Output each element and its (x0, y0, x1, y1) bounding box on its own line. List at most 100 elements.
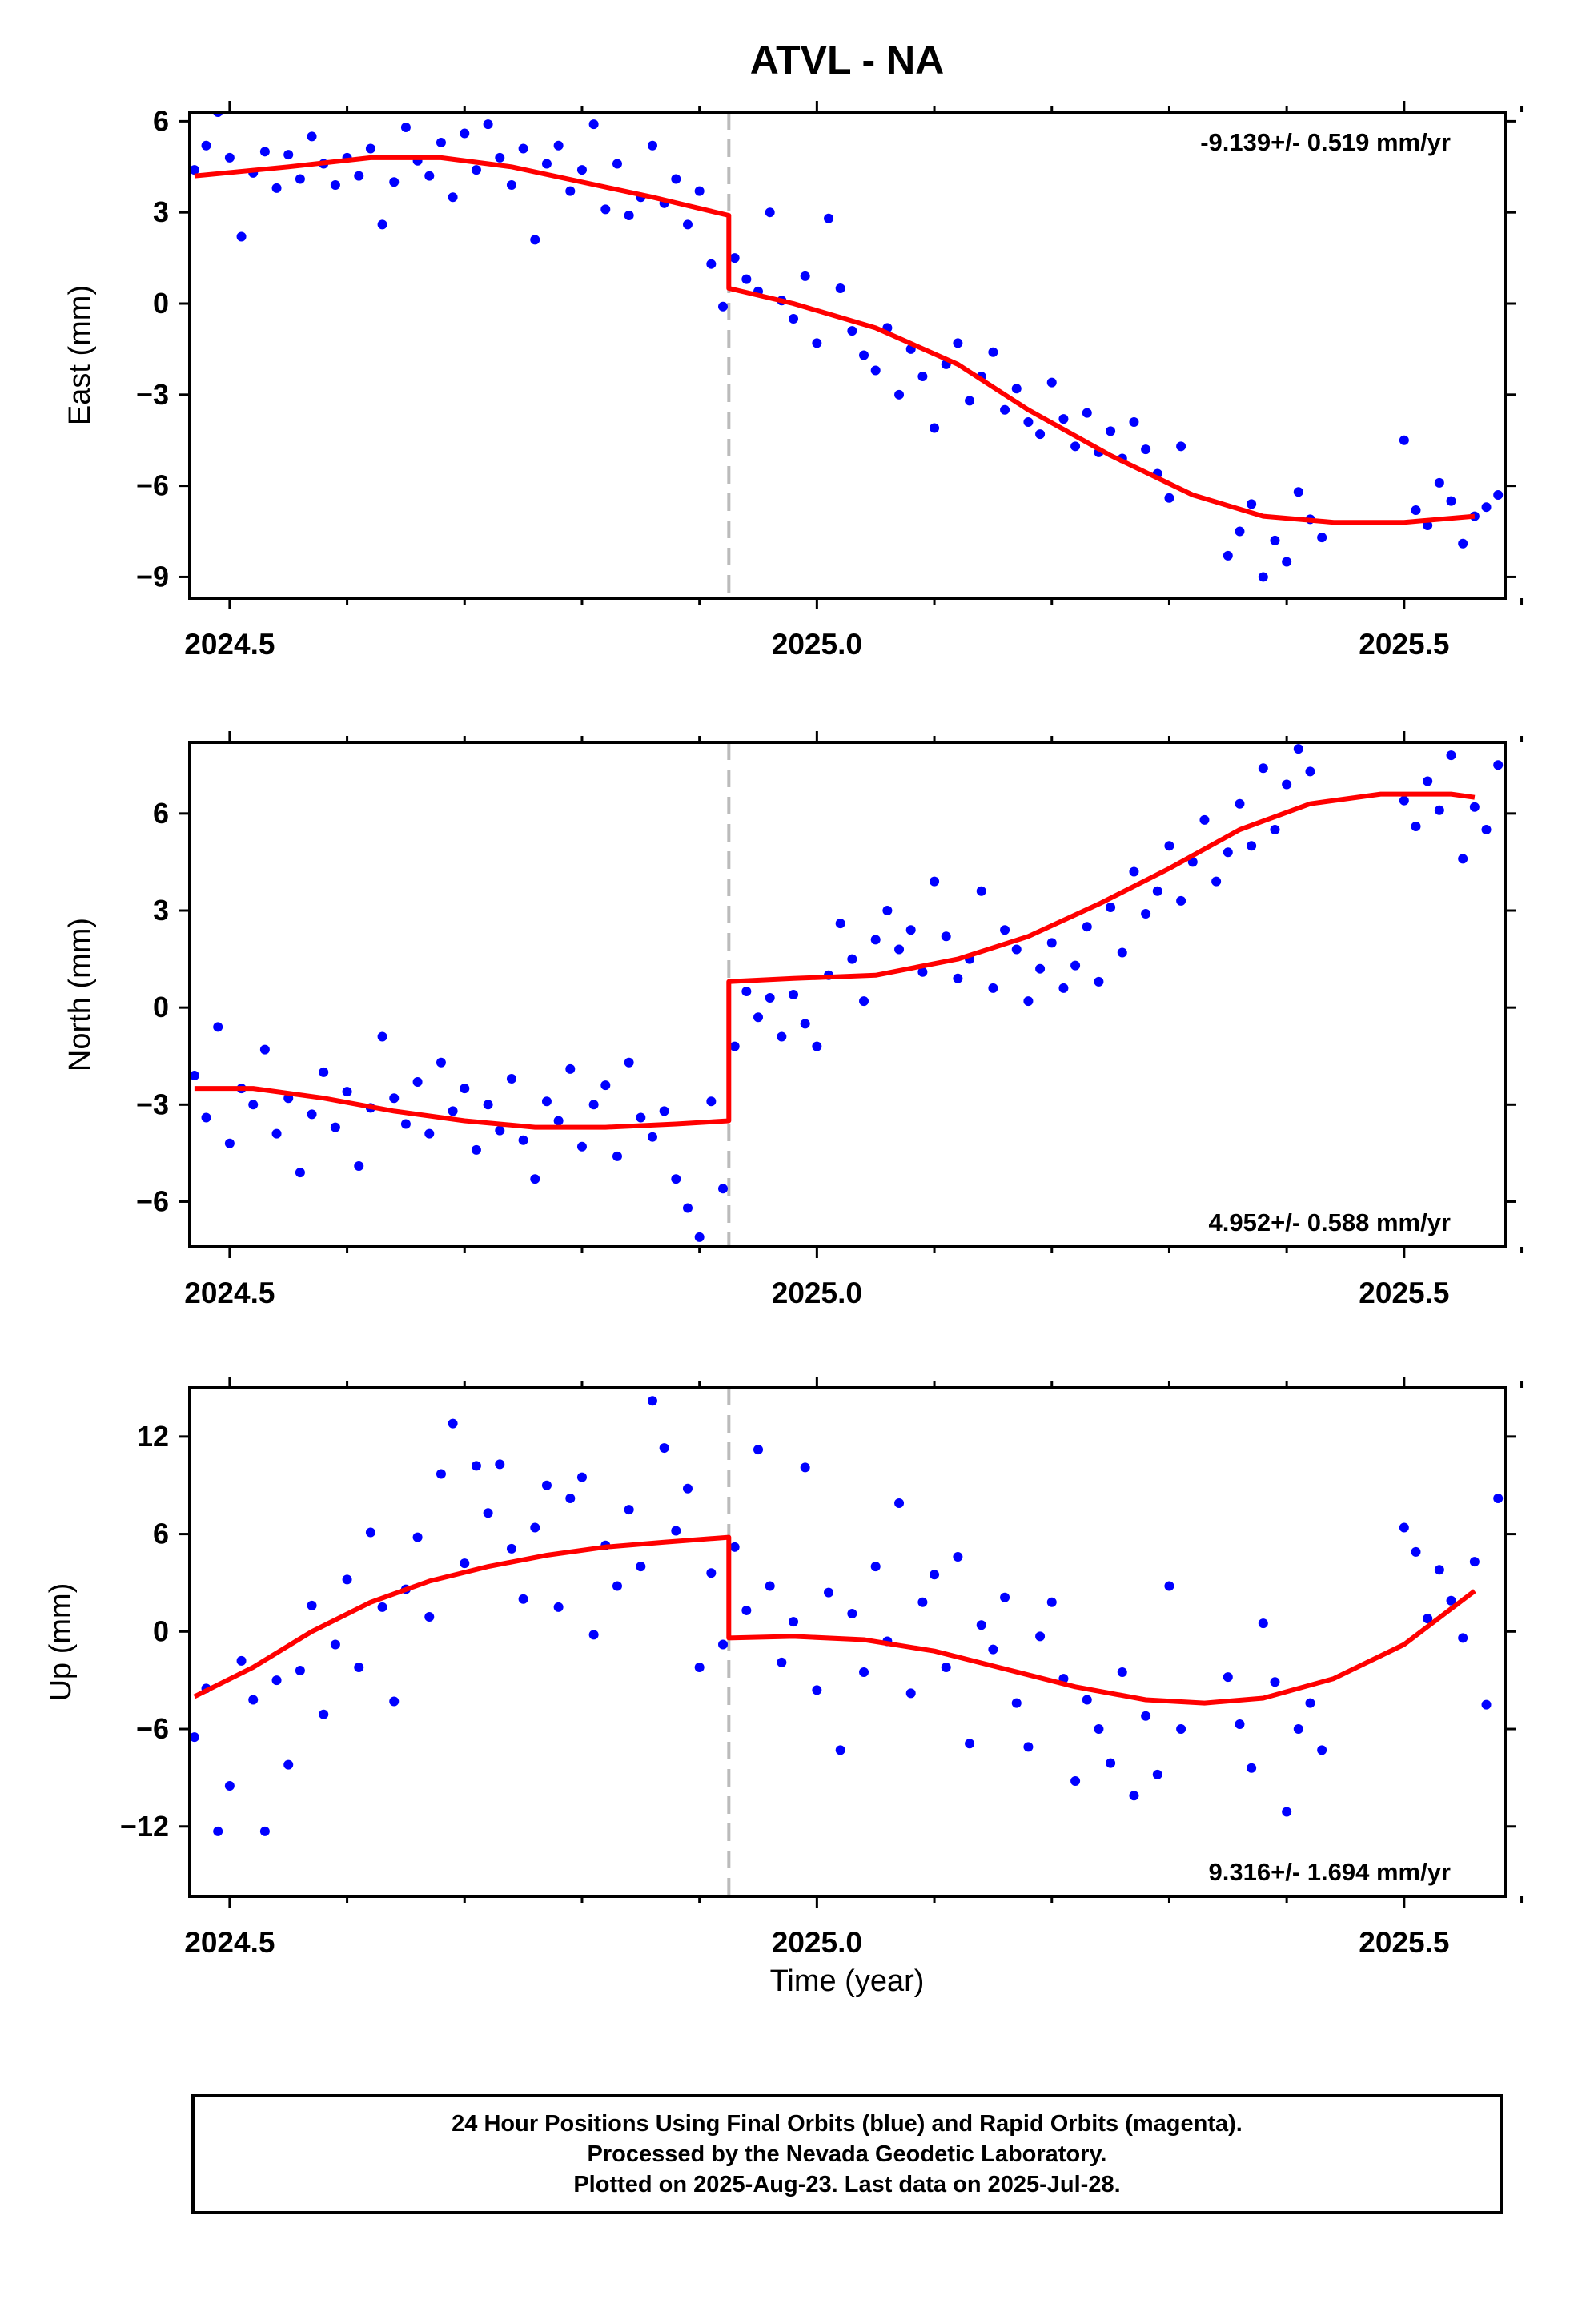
footer-line-3: Plotted on 2025-Aug-23. Last data on 202… (573, 2172, 1121, 2197)
y-tick-label: −6 (136, 1712, 169, 1745)
data-point (600, 1080, 611, 1091)
data-point (917, 967, 928, 977)
data-point (576, 1472, 587, 1482)
data-point (1446, 750, 1456, 761)
data-point (248, 1100, 259, 1110)
y-tick-label: 3 (153, 195, 169, 228)
data-point (1141, 444, 1151, 455)
data-point (354, 171, 364, 181)
data-point (624, 1505, 634, 1515)
y-tick-label: −12 (120, 1810, 169, 1843)
data-point (870, 935, 881, 945)
data-point (765, 207, 775, 218)
data-point (1434, 805, 1444, 815)
data-point (1258, 572, 1268, 582)
data-point (1305, 766, 1315, 777)
data-point (330, 180, 340, 191)
data-point (1000, 1592, 1010, 1602)
data-point (436, 1057, 446, 1068)
data-point (953, 1551, 963, 1562)
data-point (424, 171, 435, 181)
data-point (530, 1174, 540, 1184)
data-point (976, 1620, 986, 1630)
data-point (1141, 909, 1151, 919)
data-point (424, 1612, 435, 1622)
x-tick-label: 2025.0 (772, 1277, 862, 1309)
data-point (460, 128, 470, 139)
data-point (1070, 960, 1081, 971)
data-point (1399, 1522, 1409, 1533)
data-point (706, 259, 717, 269)
timeseries-chart: ATVL - NA Time (year) 6 3 0 −3 −6 −9 2024.5 202… (44, 38, 1524, 1998)
data-point (1469, 1557, 1480, 1567)
data-point (1176, 895, 1186, 906)
data-point (718, 301, 729, 312)
data-point (682, 1203, 693, 1213)
data-point (576, 1141, 587, 1152)
footer-line-2: Processed by the Nevada Geodetic Laborat… (587, 2141, 1107, 2167)
data-point (1023, 996, 1034, 1007)
data-point (800, 271, 810, 281)
data-point (541, 1096, 552, 1107)
data-point (965, 1739, 975, 1749)
data-point (1493, 760, 1504, 770)
y-tick-label: 0 (153, 1614, 169, 1647)
data-point (377, 1031, 387, 1042)
data-point (1094, 1724, 1104, 1735)
data-point (917, 372, 928, 382)
data-point (930, 876, 940, 887)
data-point (518, 1135, 528, 1145)
data-point (706, 1096, 717, 1107)
y-tick-label: −3 (136, 1088, 169, 1120)
y-tick-label: −6 (136, 469, 169, 502)
data-point (1317, 1745, 1327, 1755)
data-point (588, 1630, 599, 1640)
data-point (1152, 886, 1162, 896)
data-point (448, 1106, 458, 1116)
data-point (495, 152, 505, 163)
data-point (612, 1151, 622, 1161)
data-point (1493, 490, 1504, 501)
data-point (283, 150, 294, 160)
data-point (1282, 779, 1292, 790)
data-point (718, 1184, 729, 1194)
data-point (1258, 1618, 1268, 1629)
data-point (565, 186, 576, 196)
data-point (835, 283, 845, 294)
data-point (236, 1655, 247, 1666)
x-tick-label: 2025.0 (772, 628, 862, 661)
data-point (541, 159, 552, 169)
data-point (905, 925, 916, 935)
data-point (1411, 822, 1421, 831)
data-point (1058, 983, 1069, 993)
data-point (777, 1657, 787, 1667)
data-point (659, 1106, 669, 1116)
y-axis-title: East (mm) (63, 285, 97, 425)
data-point (330, 1122, 340, 1132)
panel-north: 6 3 0 −3 −6 2024.5 2025.0 2025.5 North (mm) 4.952… (63, 731, 1524, 1309)
y-tick-label: −6 (136, 1184, 169, 1217)
data-point (1094, 976, 1104, 987)
data-point (1141, 1711, 1151, 1721)
data-point (930, 1570, 940, 1580)
data-point (1129, 866, 1139, 877)
data-point (1035, 429, 1046, 440)
x-tick-label: 2025.5 (1359, 1277, 1449, 1309)
data-point (295, 174, 305, 184)
data-point (365, 1527, 375, 1538)
data-point (1152, 1769, 1162, 1779)
data-point (213, 1022, 223, 1032)
data-point (800, 1019, 810, 1029)
x-tick-label: 2024.5 (184, 1277, 275, 1309)
data-point (460, 1558, 470, 1569)
data-point (765, 993, 775, 1003)
data-point (812, 1041, 822, 1051)
data-point (295, 1168, 305, 1178)
panel-frame (188, 111, 1507, 600)
data-point (1000, 404, 1010, 415)
rate-label: 9.316+/- 1.694 mm/yr (1209, 1858, 1451, 1886)
data-point (859, 1667, 869, 1678)
data-point (882, 906, 893, 915)
data-point (1235, 1719, 1245, 1729)
